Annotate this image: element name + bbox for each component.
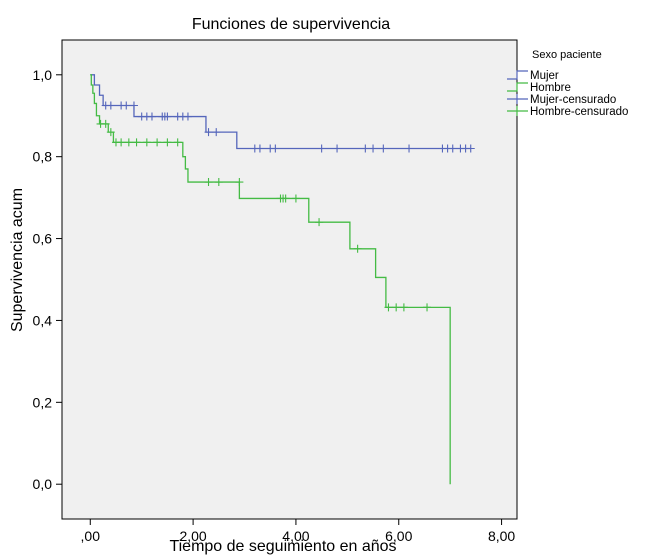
y-tick-label: 0,2	[33, 394, 53, 410]
censor-mark-mujer-censurado	[448, 144, 457, 153]
y-axis-label: Supervivencia acum	[9, 188, 26, 332]
censor-mark-mujer-censurado	[163, 112, 172, 121]
censor-mark-mujer-censurado	[204, 128, 213, 137]
censor-mark-hombre-censurado	[281, 194, 290, 203]
censor-mark-hombre-censurado	[124, 138, 133, 147]
x-tick-label: 8,00	[488, 528, 515, 544]
censor-mark-hombre-censurado	[153, 138, 162, 147]
censor-mark-hombre-censurado	[399, 303, 408, 312]
censor-mark-mujer-censurado	[317, 144, 326, 153]
y-tick-label: 0,4	[33, 312, 53, 328]
censor-mark-mujer-censurado	[369, 144, 378, 153]
censor-mark-mujer-censurado	[212, 128, 221, 137]
legend-label: Mujer	[530, 70, 559, 82]
censor-mark-hombre-censurado	[132, 138, 141, 147]
legend-swatch-hombre-censurado	[507, 106, 528, 116]
x-tick-label: 6,00	[385, 528, 412, 544]
censor-mark-mujer-censurado	[361, 144, 370, 153]
y-tick-label: 0,8	[33, 149, 53, 165]
legend-label: Hombre-censurado	[530, 106, 628, 118]
legend-label: Mujer-censurado	[530, 94, 616, 106]
censor-mark-mujer-censurado	[379, 144, 388, 153]
censor-mark-hombre-censurado	[214, 178, 223, 187]
censor-mark-mujer-censurado	[405, 144, 414, 153]
censor-mark-hombre-censurado	[142, 138, 151, 147]
censor-mark-hombre-censurado	[315, 218, 324, 227]
censor-mark-mujer-censurado	[129, 101, 138, 110]
plot-area	[61, 39, 518, 520]
legend-title: Sexo paciente	[532, 49, 602, 61]
legend-swatch-mujer	[507, 70, 528, 80]
x-axis-label: Tiempo de seguimiento en años	[169, 538, 396, 555]
censor-mark-hombre-censurado	[101, 119, 110, 128]
censor-mark-hombre-censurado	[423, 303, 432, 312]
y-axis: 0,0 0,2 0,4 0,6 0,8 1,0	[33, 67, 62, 492]
censor-mark-hombre-censurado	[384, 303, 393, 312]
series-line-hombre	[90, 74, 451, 485]
censor-mark-mujer-censurado	[147, 112, 156, 121]
chart-title: Funciones de supervivencia	[192, 16, 390, 33]
censor-marks	[96, 101, 475, 312]
legend-swatch-hombre	[507, 82, 528, 92]
y-tick-label: 0,6	[33, 231, 53, 247]
censor-mark-hombre-censurado	[235, 178, 244, 187]
censor-mark-hombre-censurado	[106, 128, 115, 137]
x-tick-label: ,00	[81, 528, 101, 544]
legend-label: Hombre	[530, 82, 571, 94]
censor-mark-mujer-censurado	[255, 144, 264, 153]
censor-mark-mujer-censurado	[466, 144, 475, 153]
censor-mark-hombre-censurado	[117, 138, 126, 147]
censor-mark-hombre-censurado	[291, 194, 300, 203]
censor-mark-hombre-censurado	[353, 244, 362, 253]
censor-mark-mujer-censurado	[183, 112, 192, 121]
censor-mark-mujer-censurado	[106, 101, 115, 110]
x-tick-label: 2,00	[179, 528, 206, 544]
y-tick-label: 1,0	[33, 67, 53, 83]
censor-mark-hombre-censurado	[204, 178, 213, 187]
x-tick-label: 4,00	[282, 528, 309, 544]
x-axis: ,00 2,00 4,00 6,00 8,00	[81, 519, 515, 544]
y-tick-label: 0,0	[33, 476, 53, 492]
legend-swatch-mujer-censurado	[507, 94, 528, 104]
censor-mark-mujer-censurado	[271, 144, 280, 153]
legend: Sexo paciente MujerHombreMujer-censurado…	[507, 49, 628, 118]
censor-mark-hombre-censurado	[392, 303, 401, 312]
censor-mark-mujer-censurado	[122, 101, 131, 110]
censor-mark-hombre-censurado	[173, 138, 182, 147]
censor-mark-mujer-censurado	[333, 144, 342, 153]
censor-mark-hombre-censurado	[163, 138, 172, 147]
